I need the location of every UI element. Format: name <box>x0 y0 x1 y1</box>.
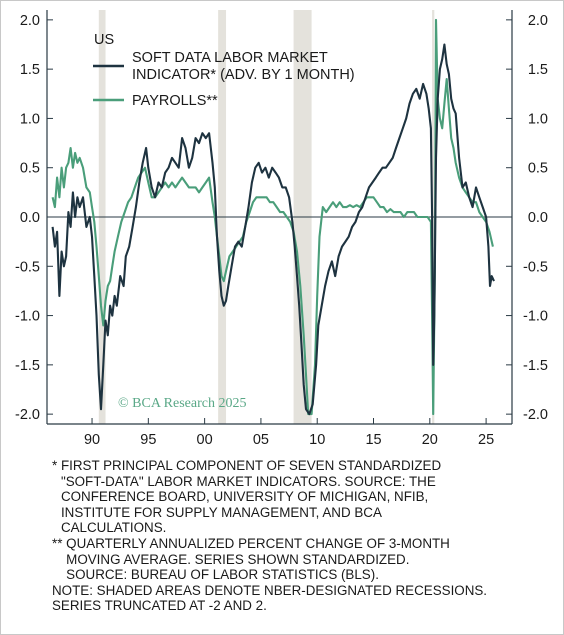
x-tick-label: 15 <box>365 432 381 448</box>
y-tick-right-label: -1.0 <box>523 309 548 325</box>
series-lines <box>51 18 495 416</box>
y-axis-left-ticks: 2.0 1.5 1.0 0.5 0.0 -0.5 -1.0 -1.5 -2.0 <box>15 13 53 423</box>
footnote-2-line: SOURCE: BUREAU OF LABOR STATISTICS (BLS)… <box>66 567 379 583</box>
x-tick-label: 00 <box>197 432 213 448</box>
footnote-2-marker: ** <box>52 535 63 551</box>
line-chart: 2.0 1.5 1.0 0.5 0.0 -0.5 -1.0 -1.5 -2.0 2.0 1.5 1.… <box>15 10 548 448</box>
y-tick-right-label: -2.0 <box>523 407 548 423</box>
legend-label-soft-line1: SOFT DATA LABOR MARKET <box>132 50 328 66</box>
x-tick-label: 25 <box>478 432 494 448</box>
y-tick-right-label: -0.5 <box>523 259 548 275</box>
y-tick-right-label: 2.0 <box>528 13 548 29</box>
footnotes: * FIRST PRINCIPAL COMPONENT OF SEVEN STA… <box>52 458 552 614</box>
x-tick-label: 10 <box>309 432 325 448</box>
x-axis-ticks: 90 95 00 05 10 15 20 25 <box>84 418 494 448</box>
watermark: © BCA Research 2025 <box>118 396 246 411</box>
x-tick-label: 90 <box>84 432 100 448</box>
y-tick-right-label: -1.5 <box>523 358 548 374</box>
x-tick-label: 20 <box>422 432 438 448</box>
y-tick-left-label: -0.5 <box>15 259 40 275</box>
legend-label-payrolls: PAYROLLS** <box>132 93 218 109</box>
footnote-note-line: NOTE: SHADED AREAS DENOTE NBER-DESIGNATE… <box>52 582 488 598</box>
y-tick-left-label: 1.5 <box>20 62 40 78</box>
y-tick-right-label: 1.0 <box>528 111 548 127</box>
y-tick-left-label: -1.0 <box>15 309 40 325</box>
footnote-2-line: MOVING AVERAGE. SERIES SHOWN STANDARDIZE… <box>66 551 410 567</box>
y-tick-left-label: -2.0 <box>15 407 40 423</box>
x-tick-label: 05 <box>253 432 269 448</box>
series-line-payrolls <box>51 18 494 416</box>
y-tick-left-label: -1.5 <box>15 358 40 374</box>
y-tick-right-label: 1.5 <box>528 62 548 78</box>
legend: SOFT DATA LABOR MARKET INDICATOR* (ADV. … <box>93 50 355 109</box>
footnote-2: ** QUARTERLY ANNUALIZED PERCENT CHANGE O… <box>52 536 552 583</box>
footnote-1-line: INSTITUTE FOR SUPPLY MANAGEMENT, AND BCA <box>60 504 382 520</box>
footnote-1: * FIRST PRINCIPAL COMPONENT OF SEVEN STA… <box>52 458 552 536</box>
footnote-1-marker: * <box>52 458 58 473</box>
y-tick-right-label: 0.5 <box>528 161 548 177</box>
footnote-2-line: QUARTERLY ANNUALIZED PERCENT CHANGE OF 3… <box>66 535 450 551</box>
y-tick-left-label: 2.0 <box>20 13 40 29</box>
y-tick-right-label: 0.0 <box>528 210 548 226</box>
y-axis-right-ticks: 2.0 1.5 1.0 0.5 0.0 -0.5 -1.0 -1.5 -2.0 <box>506 13 548 423</box>
footnote-1-line: CONFERENCE BOARD, UNIVERSITY OF MICHIGAN… <box>60 489 429 505</box>
footnote-1-line: CALCULATIONS. <box>60 520 167 536</box>
y-tick-left-label: 0.0 <box>20 210 40 226</box>
footnote-note-line: SERIES TRUNCATED AT -2 AND 2. <box>52 598 267 614</box>
footnote-1-line: FIRST PRINCIPAL COMPONENT OF SEVEN STAND… <box>60 458 442 473</box>
region-label: US <box>94 32 114 48</box>
legend-label-soft-line2: INDICATOR* (ADV. BY 1 MONTH) <box>132 67 355 83</box>
x-tick-label: 95 <box>140 432 156 448</box>
footnote-note: NOTE: SHADED AREAS DENOTE NBER-DESIGNATE… <box>52 583 552 614</box>
footnote-1-line: "SOFT-DATA" LABOR MARKET INDICATORS. SOU… <box>60 473 436 489</box>
series-line-soft-data <box>51 43 495 416</box>
y-tick-left-label: 0.5 <box>20 161 40 177</box>
y-tick-left-label: 1.0 <box>20 111 40 127</box>
